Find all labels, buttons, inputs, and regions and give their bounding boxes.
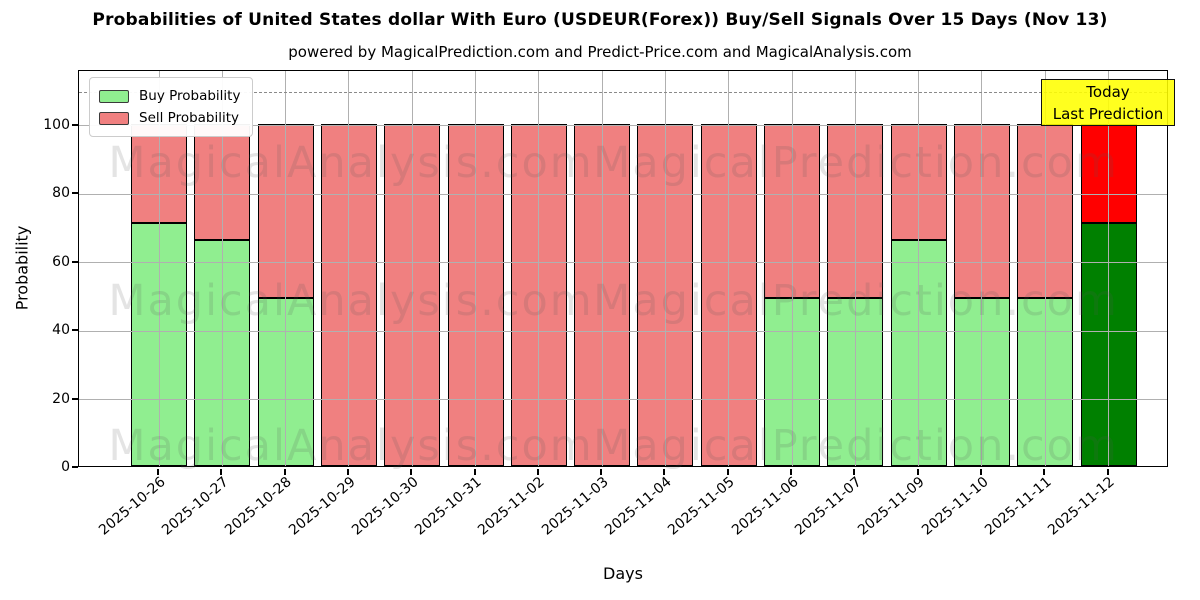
x-gridline xyxy=(664,71,666,466)
x-gridline xyxy=(348,71,350,466)
x-gridline xyxy=(475,71,476,466)
x-gridline xyxy=(538,71,540,466)
x-tick-mark xyxy=(536,468,539,475)
x-tick-label: 2025-10-30 xyxy=(348,474,422,539)
y-tick-mark xyxy=(72,397,78,400)
x-tick-mark xyxy=(1043,468,1046,475)
x-gridline xyxy=(221,71,223,466)
x-tick-label: 2025-10-27 xyxy=(158,474,232,539)
x-tick-label: 2025-10-26 xyxy=(95,474,169,539)
y-tick-label: 100 xyxy=(43,116,70,133)
x-tick-mark xyxy=(346,468,349,475)
x-tick-label: 2025-11-06 xyxy=(728,474,802,539)
legend-label-sell: Sell Probability xyxy=(139,110,240,126)
y-tick-label: 20 xyxy=(52,390,70,407)
chart-title: Probabilities of United States dollar Wi… xyxy=(92,10,1108,30)
x-tick-label: 2025-11-02 xyxy=(475,474,549,539)
x-tick-label: 2025-11-05 xyxy=(665,474,738,539)
y-gridline xyxy=(79,399,1167,401)
y-gridline xyxy=(79,125,1167,127)
y-gridline xyxy=(79,262,1167,264)
x-gridline xyxy=(158,71,160,466)
x-tick-mark xyxy=(663,468,666,475)
y-tick-mark xyxy=(72,192,78,195)
x-gridline xyxy=(728,71,730,466)
y-axis-label: Probability xyxy=(12,225,32,311)
x-tick-mark xyxy=(853,468,856,475)
today-annotation-line2: Last Prediction xyxy=(1052,105,1164,123)
x-tick-label: 2025-11-03 xyxy=(538,474,612,539)
x-tick-mark xyxy=(473,468,476,475)
x-tick-mark xyxy=(916,468,919,475)
x-tick-mark xyxy=(726,468,729,475)
legend-item-buy: Buy Probability xyxy=(99,85,240,107)
x-tick-mark xyxy=(790,468,792,475)
x-gridline xyxy=(981,71,983,466)
legend: Buy Probability Sell Probability xyxy=(89,77,254,137)
x-tick-label: 2025-10-28 xyxy=(222,474,295,539)
x-tick-label: 2025-11-09 xyxy=(855,474,928,539)
x-gridline xyxy=(601,71,603,466)
watermark-text: MagicalPrediction.com xyxy=(593,138,1119,188)
today-annotation: Today Last Prediction xyxy=(1041,79,1175,126)
y-tick-mark xyxy=(72,329,78,332)
watermark-text: MagicalAnalysis.com xyxy=(108,421,594,471)
upper-dashed-line xyxy=(79,91,1167,93)
sell-swatch-icon xyxy=(99,111,129,125)
x-tick-mark xyxy=(283,468,286,475)
chart-subtitle: powered by MagicalPrediction.com and Pre… xyxy=(288,43,912,61)
x-tick-mark xyxy=(157,468,159,475)
watermark-text: MagicalPrediction.com xyxy=(593,276,1119,326)
y-tick-mark xyxy=(72,466,78,468)
legend-item-sell: Sell Probability xyxy=(99,107,240,129)
watermark-text: MagicalAnalysis.com xyxy=(108,276,594,326)
x-gridline xyxy=(918,71,920,466)
x-tick-mark xyxy=(220,468,223,475)
x-tick-label: 2025-10-29 xyxy=(285,474,359,539)
x-tick-mark xyxy=(600,468,603,475)
y-gridline xyxy=(79,330,1167,332)
x-tick-label: 2025-11-11 xyxy=(981,474,1055,539)
watermark-text: MagicalAnalysis.com xyxy=(108,138,594,188)
plot-area: MagicalAnalysis.com MagicalPrediction.com… xyxy=(78,70,1175,471)
legend-label-buy: Buy Probability xyxy=(139,88,241,104)
x-tick-mark xyxy=(1106,468,1109,475)
x-gridline xyxy=(1044,71,1046,466)
x-tick-label: 2025-11-04 xyxy=(602,474,675,539)
watermark-text: MagicalPrediction.com xyxy=(593,421,1119,471)
x-gridline xyxy=(285,71,287,466)
y-tick-mark xyxy=(72,123,78,126)
x-gridline xyxy=(411,71,413,466)
x-gridline xyxy=(854,71,856,466)
today-annotation-line1: Today xyxy=(1086,83,1130,101)
y-tick-label: 80 xyxy=(52,185,70,202)
x-tick-label: 2025-11-07 xyxy=(791,474,865,539)
x-tick-label: 2025-11-10 xyxy=(918,474,992,539)
x-tick-mark xyxy=(979,468,982,475)
x-gridline xyxy=(1108,71,1109,466)
x-tick-mark xyxy=(410,468,413,475)
y-tick-label: 0 xyxy=(61,459,70,475)
y-tick-label: 40 xyxy=(52,322,70,339)
y-tick-mark xyxy=(72,260,78,263)
x-gridline xyxy=(791,71,793,466)
x-axis-label: Days xyxy=(603,564,643,583)
y-gridline xyxy=(79,193,1167,195)
x-tick-label: 2025-10-31 xyxy=(412,474,485,539)
buy-swatch-icon xyxy=(99,89,129,103)
x-tick-label: 2025-11-12 xyxy=(1045,474,1118,539)
y-tick-label: 60 xyxy=(52,253,70,270)
